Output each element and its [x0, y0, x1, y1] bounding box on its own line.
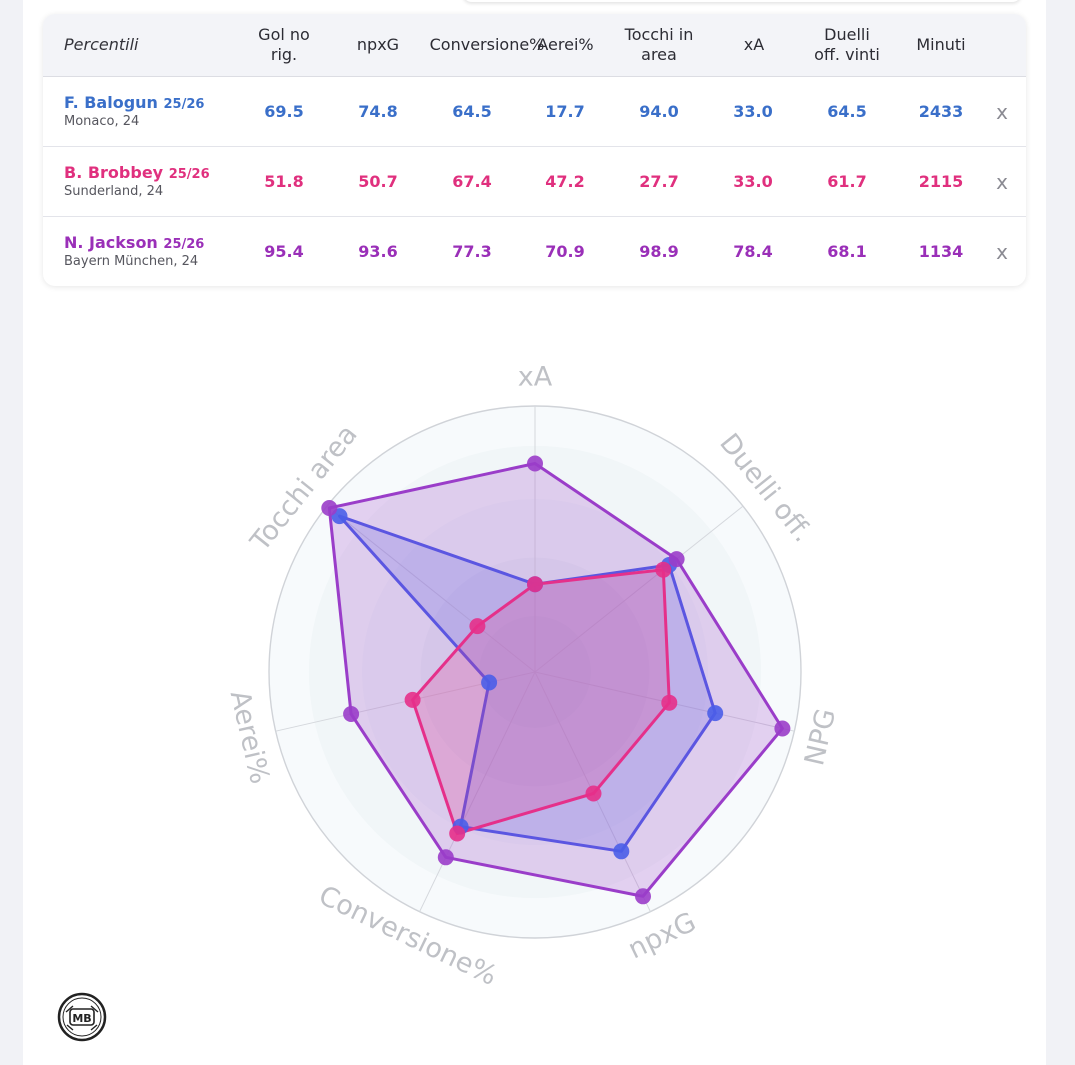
player-name[interactable]: B. Brobbey 25/26 [64, 163, 210, 182]
series-point [774, 720, 791, 737]
player-name-text: N. Jackson [64, 233, 158, 252]
header-gol-no-rig: Gol no rig. [239, 14, 329, 76]
cell-aerei: 17.7 [545, 102, 585, 121]
axis-label: NPG [799, 706, 842, 769]
cell-minuti: 2433 [918, 102, 964, 121]
header-label: xA [743, 35, 765, 54]
player-name-text: F. Balogun [64, 93, 158, 112]
cell-xa: 78.4 [733, 242, 773, 261]
player-name[interactable]: F. Balogun 25/26 [64, 93, 204, 112]
header-percentili: Percentili [64, 35, 139, 54]
player-season: 25/26 [168, 167, 210, 182]
percentile-table: Percentili Gol no rig. npxG Conversione%… [43, 14, 1026, 286]
series-polygon [338, 514, 717, 853]
series-point [655, 561, 672, 578]
player-club: Monaco, 24 [64, 114, 140, 129]
header-label: npxG [356, 35, 400, 54]
cell-aerei: 47.2 [545, 172, 585, 191]
cell-tocchi: 94.0 [639, 102, 679, 121]
cell-duelli: 61.7 [827, 172, 867, 191]
header-xa: xA [709, 14, 799, 76]
cell-aerei: 70.9 [545, 242, 585, 261]
series-point [449, 825, 466, 842]
series-point [527, 576, 543, 593]
svg-text:MB: MB [72, 1012, 91, 1025]
header-label: Duelli off. vinti [814, 25, 880, 64]
cell-conversione: 64.5 [452, 102, 492, 121]
series-point [585, 785, 602, 802]
cell-tocchi: 27.7 [639, 172, 679, 191]
cell-minuti: 1134 [918, 242, 964, 261]
series-point [404, 691, 421, 708]
cell-tocchi: 98.9 [639, 242, 679, 261]
series-point [469, 618, 486, 635]
table-row: N. Jackson 25/26 Bayern München, 24 95.4 93… [43, 217, 1026, 286]
header-duelli: Duelli off. vinti [797, 14, 897, 76]
radar-spoke [326, 505, 536, 673]
header-label: Tocchi in area [624, 25, 694, 64]
player-season: 25/26 [163, 97, 205, 112]
cell-conversione: 77.3 [452, 242, 492, 261]
cell-npxg: 50.7 [358, 172, 398, 191]
header-label: Minuti [916, 35, 966, 54]
top-tab-edge [462, 0, 1022, 2]
series-point [661, 694, 678, 711]
cell-gol: 51.8 [264, 172, 304, 191]
series-point [321, 500, 338, 516]
mb-logo: MB [57, 992, 107, 1042]
player-name-text: B. Brobbey [64, 163, 164, 182]
cell-npxg: 93.6 [358, 242, 398, 261]
series-point [437, 849, 454, 866]
remove-player-button[interactable]: x [996, 100, 1008, 124]
series-point [343, 706, 360, 722]
table-header: Percentili Gol no rig. npxG Conversione%… [43, 14, 1026, 77]
radar-spoke [534, 505, 744, 673]
header-label: Conversione% [429, 35, 545, 54]
header-conversione: Conversione% [427, 14, 547, 76]
cell-gol: 95.4 [264, 242, 304, 261]
cell-duelli: 68.1 [827, 242, 867, 261]
player-name[interactable]: N. Jackson 25/26 [64, 233, 204, 252]
player-club: Bayern München, 24 [64, 254, 199, 269]
header-tocchi: Tocchi in area [613, 14, 705, 76]
cell-npxg: 74.8 [358, 102, 398, 121]
header-label: Gol no rig. [258, 25, 310, 64]
series-point [481, 674, 498, 691]
remove-player-button[interactable]: x [996, 170, 1008, 194]
remove-player-button[interactable]: x [996, 240, 1008, 264]
radar-spoke [419, 671, 536, 912]
cell-minuti: 2115 [918, 172, 964, 191]
table-row: B. Brobbey 25/26 Sunderland, 24 51.8 50.7 67… [43, 147, 1026, 217]
header-npxg: npxG [333, 14, 423, 76]
header-minuti: Minuti [896, 14, 986, 76]
player-season: 25/26 [163, 237, 205, 252]
cell-xa: 33.0 [733, 102, 773, 121]
player-club: Sunderland, 24 [64, 184, 164, 199]
series-polygon [411, 568, 671, 835]
series-point [527, 455, 543, 472]
axis-label: Aerei% [224, 687, 275, 786]
series-point [613, 843, 630, 860]
cell-xa: 33.0 [733, 172, 773, 191]
series-point [668, 551, 685, 568]
cell-duelli: 64.5 [827, 102, 867, 121]
header-label: Aerei% [537, 35, 594, 54]
series-point [707, 705, 724, 722]
cell-gol: 69.5 [264, 102, 304, 121]
series-point [635, 888, 651, 905]
table-row: F. Balogun 25/26 Monaco, 24 69.5 74.8 64.5 17… [43, 77, 1026, 147]
cell-conversione: 67.4 [452, 172, 492, 191]
axis-label: xA [518, 362, 553, 393]
header-aerei: Aerei% [528, 14, 603, 76]
